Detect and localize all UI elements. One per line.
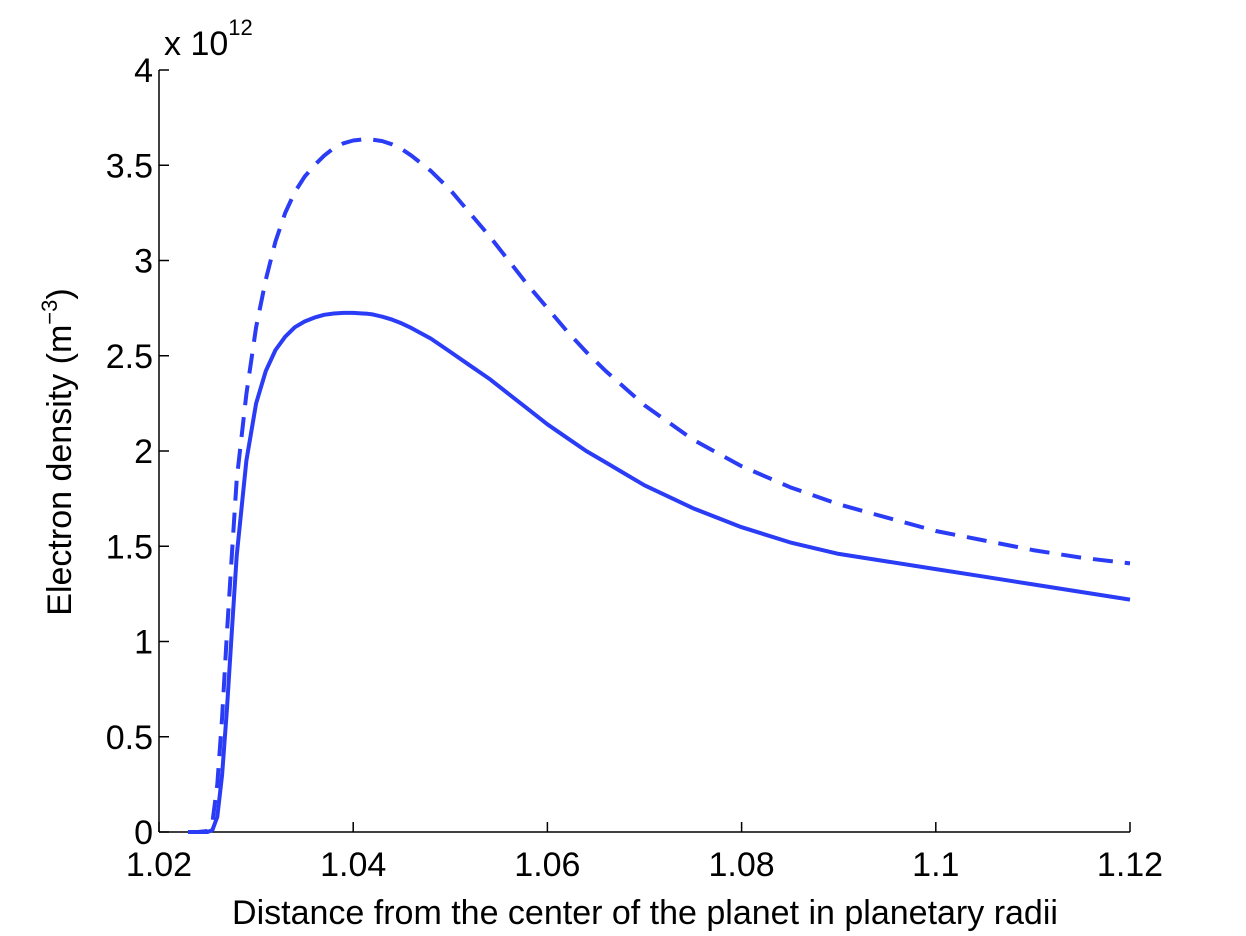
series-layer [188, 137, 1131, 834]
y-multiplier: x 1012 [164, 15, 253, 63]
series-line-dashed [188, 137, 1131, 834]
series-line-solid [188, 310, 1131, 834]
y-tick-label-3: 1.5 [106, 528, 153, 566]
y-tick-label-7: 3.5 [106, 147, 153, 185]
x-axis-title: Distance from the center of the planet i… [232, 894, 1058, 932]
y-axis-title-main: Electron density (m [41, 325, 79, 616]
x-tick-label-2: 1.06 [514, 846, 580, 884]
y-axis-title-close: ) [41, 288, 79, 299]
y-multiplier-exponent: 12 [228, 15, 252, 40]
x-tick-label-4: 1.1 [912, 846, 959, 884]
x-tick-label-5: 1.12 [1097, 846, 1163, 884]
y-multiplier-prefix: x 10 [164, 25, 228, 63]
axes: 0 0.5 1 1.5 2 2.5 3 3.5 4 1.02 1.04 1.06 1.08 1.1 1.12 [106, 52, 1163, 884]
y-tick-label-8: 4 [134, 52, 153, 90]
y-tick-label-1: 0.5 [106, 719, 153, 757]
x-tick-label-1: 1.04 [320, 846, 386, 884]
y-tick-label-5: 2.5 [106, 338, 153, 376]
labels: Distance from the center of the planet i… [37, 15, 1058, 932]
x-tick-label-3: 1.08 [709, 846, 775, 884]
y-axis-title-exponent: −3 [37, 300, 62, 325]
x-tick-label-0: 1.02 [126, 846, 192, 884]
y-tick-label-2: 1 [134, 624, 153, 662]
y-tick-label-6: 3 [134, 243, 153, 281]
y-tick-label-4: 2 [134, 433, 153, 471]
y-tick-label-0: 0 [134, 814, 153, 852]
y-axis-title: Electron density (m−3) [37, 288, 79, 615]
